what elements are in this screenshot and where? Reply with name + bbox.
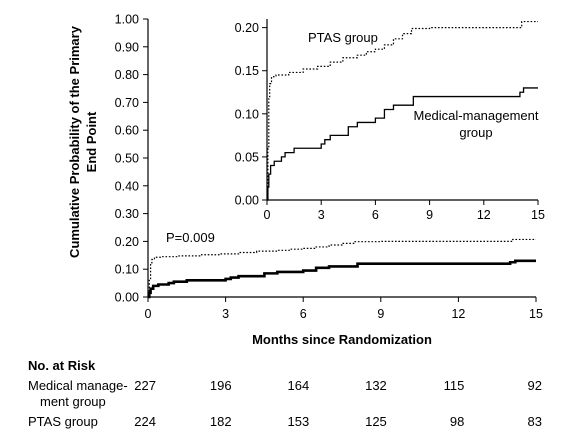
inset-y-tick-label: 0.20 (235, 21, 259, 35)
inset-y-tick-label: 0.05 (235, 150, 259, 164)
inset-x-tick-label: 6 (372, 208, 379, 222)
risk-value: 164 (287, 378, 310, 393)
main-y-tick-label: 0.90 (115, 40, 139, 54)
inset-y-tick-label: 0.15 (235, 64, 259, 78)
risk-value: 115 (443, 378, 465, 393)
main-x-tick-label: 15 (529, 307, 543, 321)
inset-y-tick-label: 0.00 (235, 194, 259, 208)
main-series (147, 238, 536, 299)
x-axis-label: Months since Randomization (252, 332, 432, 347)
main-y-tick-label: 0.10 (115, 263, 139, 277)
main-y-tick-label: 0.50 (115, 152, 139, 166)
main-y-tick-label: 0.00 (115, 291, 139, 305)
main-x-tick-label: 9 (377, 307, 384, 321)
main-y-tick-label: 1.00 (115, 13, 139, 27)
main-y-tick-label: 0.80 (115, 68, 139, 82)
risk-row-medical-label-2: ment group (40, 394, 106, 409)
main-y-tick-label: 0.70 (115, 96, 139, 110)
main-ticks: 0.00 0.10 0.20 0.30 0.40 0.50 0.60 0.70 0.80 0.90… (115, 13, 543, 322)
risk-row-ptas-label: PTAS group (28, 414, 98, 429)
inset-series-ptas-line (267, 20, 538, 201)
main-x-tick-label: 6 (300, 307, 307, 321)
inset-x-tick-label: 3 (318, 208, 325, 222)
main-series-ptas-line (148, 238, 536, 298)
risk-value: 182 (209, 414, 232, 429)
inset-medical-label-line2: group (459, 125, 492, 140)
main-y-tick-label: 0.20 (115, 235, 139, 249)
inset-medical-label-line1: Medical-management (413, 108, 538, 123)
p-value-annotation: P=0.009 (166, 230, 215, 245)
main-x-tick-label: 0 (145, 307, 152, 321)
main-y-tick-label: 0.60 (115, 124, 139, 138)
risk-value: 92 (527, 378, 542, 393)
risk-table-title: No. at Risk (28, 358, 96, 373)
y-axis-label-line1: Cumulative Probability of the Primary (67, 25, 82, 258)
risk-value: 153 (287, 414, 310, 429)
risk-row-medical-label-1: Medical manage- (28, 378, 128, 393)
inset-ptas-label: PTAS group (308, 30, 378, 45)
main-x-tick-label: 3 (222, 307, 229, 321)
main-series-medical-line (147, 259, 536, 299)
inset-x-tick-label: 12 (477, 208, 491, 222)
inset-ticks: 0.00 0.05 0.10 0.15 0.20 0 3 6 9 12 15 (235, 21, 545, 222)
inset-y-tick-label: 0.10 (235, 107, 259, 121)
risk-value: 132 (365, 378, 387, 393)
main-y-tick-label: 0.40 (115, 179, 139, 193)
risk-value: 98 (449, 414, 465, 429)
main-axes (147, 19, 536, 298)
inset-x-tick-label: 15 (531, 208, 545, 222)
inset-axes (266, 19, 538, 201)
main-y-tick-label: 0.30 (115, 207, 139, 221)
risk-value: 224 (134, 414, 156, 429)
risk-value: 227 (134, 378, 156, 393)
inset-series-medical-line (267, 87, 538, 201)
inset-series (267, 20, 538, 201)
risk-value: 83 (527, 414, 542, 429)
y-axis-label-line2: End Point (84, 111, 99, 172)
risk-value: 125 (365, 414, 387, 429)
inset-x-tick-label: 9 (426, 208, 433, 222)
main-x-tick-label: 12 (451, 307, 465, 321)
inset-x-tick-label: 0 (264, 208, 271, 222)
risk-value: 196 (209, 378, 232, 393)
